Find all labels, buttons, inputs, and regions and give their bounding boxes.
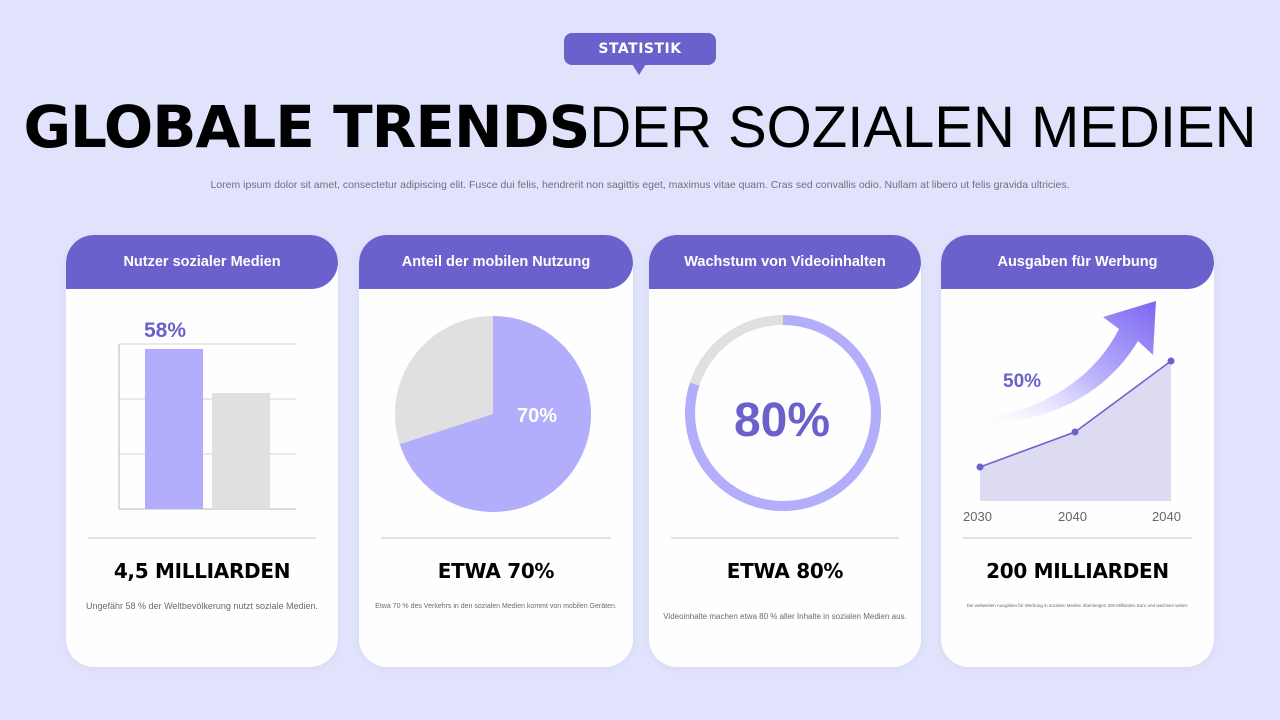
divider [88, 537, 316, 539]
card-ad-spending: Ausgaben für Werbung 50% 2030 2040 2040 … [941, 235, 1214, 667]
bar-rest [212, 393, 270, 509]
page-title: GLOBALE TRENDSDER SOZIALEN MEDIEN [0, 92, 1280, 163]
divider [671, 537, 899, 539]
card-social-media-users: Nutzer sozialer Medien 58% 4,5 MILLIARDE… [66, 235, 338, 667]
bar-chart: 58% [66, 289, 338, 529]
card-header: Ausgaben für Werbung [941, 235, 1214, 289]
stat-description: Etwa 70 % des Verkehrs in den sozialen M… [375, 603, 617, 610]
donut-annotation: 80% [733, 394, 831, 447]
divider [381, 537, 611, 539]
bar-annotation: 58% [144, 319, 187, 342]
card-video-growth: Wachstum von Videoinhalten 80% ETWA 80% … [649, 235, 921, 667]
stat-value: 4,5 MILLIARDEN [113, 559, 291, 583]
divider [963, 537, 1192, 539]
x-label-3: 2040 [1152, 509, 1181, 524]
growth-arrow-icon [981, 301, 1156, 424]
card-header: Nutzer sozialer Medien [66, 235, 338, 289]
stat-description: Ungefähr 58 % der Weltbevölkerung nutzt … [86, 601, 318, 611]
x-label-1: 2030 [963, 509, 992, 524]
card-header: Wachstum von Videoinhalten [649, 235, 921, 289]
pie-annotation: 70% [517, 405, 558, 427]
pie-chart: 70% [359, 289, 633, 529]
stat-value: 200 MILLIARDEN [986, 559, 1169, 583]
stat-description: Die weltweiten Ausgaben für Werbung in s… [966, 603, 1189, 608]
stat-value: ETWA 80% [726, 559, 844, 583]
statistik-badge: STATISTIK [564, 33, 716, 75]
card-header: Anteil der mobilen Nutzung [359, 235, 633, 289]
area-annotation: 50% [1003, 371, 1042, 392]
bar-users [145, 349, 203, 509]
x-label-2: 2040 [1058, 509, 1087, 524]
page-subtitle: Lorem ipsum dolor sit amet, consectetur … [210, 179, 1070, 191]
stat-description: Videoinhalte machen etwa 80 % aller Inha… [663, 612, 907, 621]
area-chart: 50% 2030 2040 2040 [941, 289, 1214, 529]
card-mobile-usage: Anteil der mobilen Nutzung 70% ETWA 70% … [359, 235, 633, 667]
stat-value: ETWA 70% [437, 559, 555, 583]
donut-chart: 80% [649, 289, 921, 529]
title-light: DER SOZIALEN MEDIEN [589, 95, 1257, 160]
title-bold: GLOBALE TRENDS [23, 93, 590, 161]
